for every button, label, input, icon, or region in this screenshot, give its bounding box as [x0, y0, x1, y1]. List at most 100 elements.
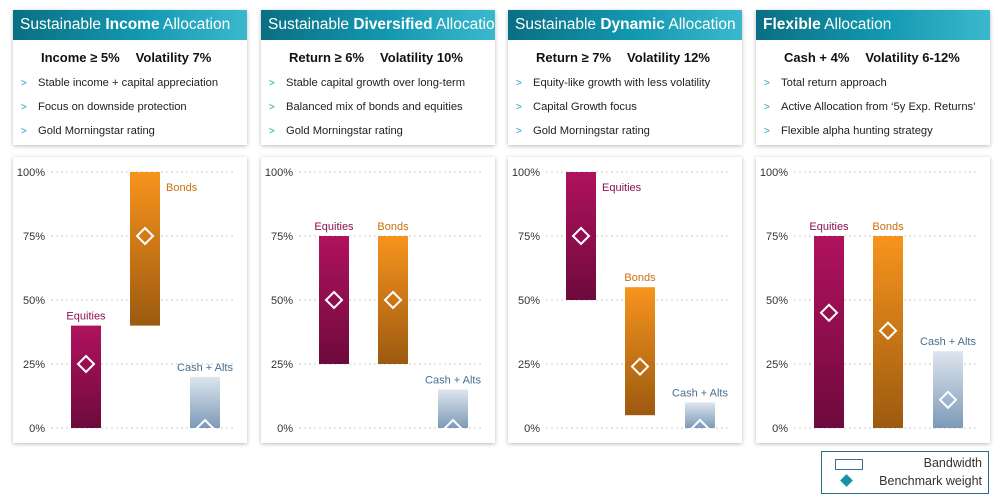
- card-targets: Income ≥ 5% Volatility 7%: [13, 50, 247, 65]
- y-tick-label: 75%: [518, 231, 540, 243]
- bandwidth-bar-cash-alts: [685, 402, 715, 428]
- bandwidth-bar-equities: [71, 325, 101, 428]
- benchmark-diamond: [571, 226, 591, 246]
- chart-panel-income: 0% 25% 50% 75% 100% Equities Bonds Cash + Alts: [13, 157, 247, 443]
- chevron-right-icon: >: [21, 102, 27, 113]
- chevron-right-icon: >: [516, 102, 522, 113]
- y-tick-label: 25%: [23, 359, 45, 371]
- y-tick-label: 25%: [271, 359, 293, 371]
- bar-label: Bonds: [166, 182, 198, 194]
- benchmark-diamond: [383, 290, 403, 310]
- card-income: Sustainable Income Allocation Income ≥ 5…: [13, 10, 247, 145]
- bandwidth-bar-cash-alts: [438, 389, 468, 428]
- y-tick-label: 0%: [29, 423, 45, 435]
- y-tick-label: 100%: [760, 167, 788, 179]
- card-targets: Return ≥ 7% Volatility 12%: [508, 50, 742, 65]
- diamond-icon: [840, 474, 853, 487]
- y-tick-label: 25%: [766, 359, 788, 371]
- bullet-item: > Stable income + capital appreciation: [21, 71, 247, 95]
- target-primary: Return ≥ 6%: [289, 50, 365, 65]
- card-title: Flexible Allocation: [756, 10, 990, 40]
- allocation-chart: 0% 25% 50% 75% 100% Equities Bonds Cash + Alts: [760, 167, 978, 435]
- y-tick-label: 100%: [512, 167, 540, 179]
- card-title: Sustainable Income Allocation: [13, 10, 247, 40]
- bullet-item: > Gold Morningstar rating: [21, 119, 247, 143]
- benchmark-diamond: [878, 321, 898, 341]
- target-volatility: Volatility 10%: [380, 50, 463, 65]
- bullet-item: > Capital Growth focus: [516, 95, 742, 119]
- benchmark-diamond: [938, 390, 958, 410]
- benchmark-diamond: [135, 226, 155, 246]
- target-primary: Income ≥ 5%: [41, 50, 120, 65]
- bullet-item: > Balanced mix of bonds and equities: [269, 95, 495, 119]
- legend-benchmark: Benchmark weight: [822, 473, 988, 491]
- chart-panel-diversified: 0% 25% 50% 75% 100% Equities Bonds Cash + Alts: [261, 157, 495, 443]
- chevron-right-icon: >: [516, 78, 522, 89]
- target-volatility: Volatility 7%: [135, 50, 212, 65]
- card-dynamic: Sustainable Dynamic Allocation Return ≥ …: [508, 10, 742, 145]
- bullet-list: > Stable capital growth over long-term > B…: [261, 71, 495, 143]
- card-title: Sustainable Dynamic Allocation: [508, 10, 742, 40]
- bar-label: Cash + Alts: [920, 336, 976, 348]
- benchmark-diamond: [690, 418, 710, 438]
- bandwidth-bar-bonds: [625, 287, 655, 416]
- bullet-item: > Focus on downside protection: [21, 95, 247, 119]
- card-targets: Return ≥ 6% Volatility 10%: [261, 50, 495, 65]
- bandwidth-bar-bonds: [378, 236, 408, 364]
- y-tick-label: 75%: [271, 231, 293, 243]
- card-targets: Cash + 4% Volatility 6-12%: [756, 50, 990, 65]
- chevron-right-icon: >: [764, 126, 770, 137]
- bullet-list: > Stable income + capital appreciation > F…: [13, 71, 247, 143]
- chevron-right-icon: >: [269, 126, 275, 137]
- y-tick-label: 50%: [766, 295, 788, 307]
- allocation-chart: 0% 25% 50% 75% 100% Equities Bonds Cash + Alts: [512, 167, 730, 438]
- y-tick-label: 50%: [271, 295, 293, 307]
- chevron-right-icon: >: [21, 78, 27, 89]
- target-primary: Return ≥ 7%: [536, 50, 612, 65]
- bar-label: Bonds: [377, 221, 409, 233]
- bandwidth-swatch: [835, 459, 863, 470]
- card-flexible: Flexible Allocation Cash + 4% Volatility …: [756, 10, 990, 145]
- bar-label: Equities: [602, 182, 642, 194]
- y-tick-label: 75%: [23, 231, 45, 243]
- benchmark-diamond: [819, 303, 839, 323]
- bar-label: Equities: [66, 311, 106, 323]
- bullet-item: > Gold Morningstar rating: [516, 119, 742, 143]
- benchmark-diamond: [76, 354, 96, 374]
- y-tick-label: 50%: [23, 295, 45, 307]
- bullet-list: > Total return approach > Active Allocatio…: [756, 71, 990, 143]
- bandwidth-bar-equities: [566, 172, 596, 300]
- chevron-right-icon: >: [21, 126, 27, 137]
- chart-panel-flexible: 0% 25% 50% 75% 100% Equities Bonds Cash + Alts: [756, 157, 990, 443]
- bullet-item: > Equity-like growth with less volatility: [516, 71, 742, 95]
- benchmark-diamond: [443, 418, 463, 438]
- y-tick-label: 75%: [766, 231, 788, 243]
- chevron-right-icon: >: [764, 102, 770, 113]
- y-tick-label: 50%: [518, 295, 540, 307]
- bandwidth-bar-cash-alts: [933, 351, 963, 428]
- bandwidth-bar-equities: [814, 236, 844, 428]
- allocation-chart: 0% 25% 50% 75% 100% Equities Bonds Cash + Alts: [265, 167, 483, 438]
- y-tick-label: 0%: [772, 423, 788, 435]
- legend: Bandwidth Benchmark weight: [821, 451, 989, 494]
- chevron-right-icon: >: [269, 102, 275, 113]
- bullet-item: > Gold Morningstar rating: [269, 119, 495, 143]
- bar-label: Equities: [314, 221, 354, 233]
- y-tick-label: 100%: [17, 167, 45, 179]
- card-diversified: Sustainable Diversified Allocation Retur…: [261, 10, 495, 145]
- benchmark-diamond: [195, 418, 215, 438]
- y-tick-label: 0%: [524, 423, 540, 435]
- benchmark-diamond: [324, 290, 344, 310]
- target-volatility: Volatility 6-12%: [865, 50, 960, 65]
- bandwidth-bar-bonds: [873, 236, 903, 428]
- chevron-right-icon: >: [269, 78, 275, 89]
- bar-label: Bonds: [872, 221, 904, 233]
- y-tick-label: 100%: [265, 167, 293, 179]
- bullet-item: > Flexible alpha hunting strategy: [764, 119, 990, 143]
- legend-bandwidth: Bandwidth: [822, 455, 988, 473]
- y-tick-label: 0%: [277, 423, 293, 435]
- y-tick-label: 25%: [518, 359, 540, 371]
- bandwidth-bar-bonds: [130, 172, 160, 326]
- bar-label: Cash + Alts: [672, 387, 728, 399]
- chevron-right-icon: >: [516, 126, 522, 137]
